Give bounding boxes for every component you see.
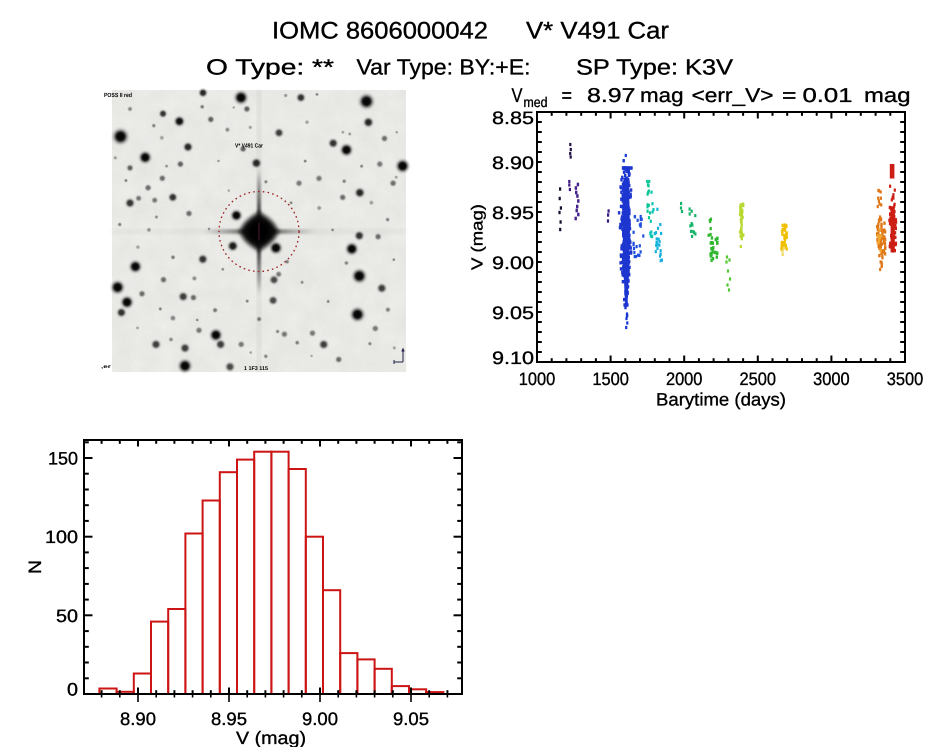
- svg-text:50: 50: [56, 606, 78, 626]
- svg-text:V* V491 Car: V* V491 Car: [235, 143, 264, 150]
- svg-text:V* V491 Car: V* V491 Car: [526, 18, 669, 45]
- svg-text:V (mag): V (mag): [470, 204, 487, 270]
- svg-text:9.05: 9.05: [393, 709, 429, 729]
- svg-text:3000: 3000: [813, 369, 850, 389]
- svg-text:150: 150: [48, 449, 78, 469]
- svg-text:1000: 1000: [519, 369, 556, 389]
- svg-text:9.10: 9.10: [492, 348, 534, 368]
- svg-text:Var Type: BY:+E:: Var Type: BY:+E:: [357, 55, 531, 80]
- svg-text:mag: mag: [864, 85, 911, 107]
- svg-text:<err_V>: <err_V>: [692, 85, 774, 107]
- svg-text:Barytime (days): Barytime (days): [656, 390, 786, 410]
- svg-text:0.01: 0.01: [803, 85, 853, 107]
- svg-text:N: N: [25, 560, 45, 574]
- svg-text:8.97: 8.97: [587, 85, 636, 107]
- svg-text:SP Type: K3V: SP Type: K3V: [576, 55, 733, 80]
- svg-text:8.85: 8.85: [492, 108, 534, 128]
- svg-text:,er: ,er: [101, 364, 111, 370]
- svg-text:2500: 2500: [740, 369, 777, 389]
- svg-text:1500: 1500: [592, 369, 629, 389]
- svg-text:IOMC 8606000042: IOMC 8606000042: [272, 18, 488, 45]
- svg-text:8.90: 8.90: [120, 709, 156, 729]
- svg-text:9.05: 9.05: [492, 303, 534, 323]
- svg-text:mag: mag: [640, 85, 684, 107]
- svg-text:0: 0: [67, 680, 78, 700]
- svg-text:O Type: **: O Type: **: [206, 55, 335, 80]
- svg-text:8.90: 8.90: [492, 153, 534, 173]
- svg-text:8.95: 8.95: [492, 203, 534, 223]
- svg-text:med: med: [524, 94, 548, 110]
- svg-text:9.00: 9.00: [492, 253, 534, 273]
- svg-text:POSS II red: POSS II red: [104, 92, 132, 99]
- svg-text:V: V: [512, 85, 524, 107]
- svg-text:1 1F3 115: 1 1F3 115: [244, 366, 268, 372]
- svg-text:8.95: 8.95: [211, 709, 247, 729]
- svg-text:2000: 2000: [666, 369, 703, 389]
- svg-text:=: =: [562, 85, 573, 107]
- svg-text:100: 100: [45, 527, 78, 547]
- svg-text:9.00: 9.00: [302, 709, 338, 729]
- svg-text:V (mag): V (mag): [236, 728, 306, 747]
- svg-text:=: =: [782, 85, 797, 107]
- svg-text:3500: 3500: [887, 369, 924, 389]
